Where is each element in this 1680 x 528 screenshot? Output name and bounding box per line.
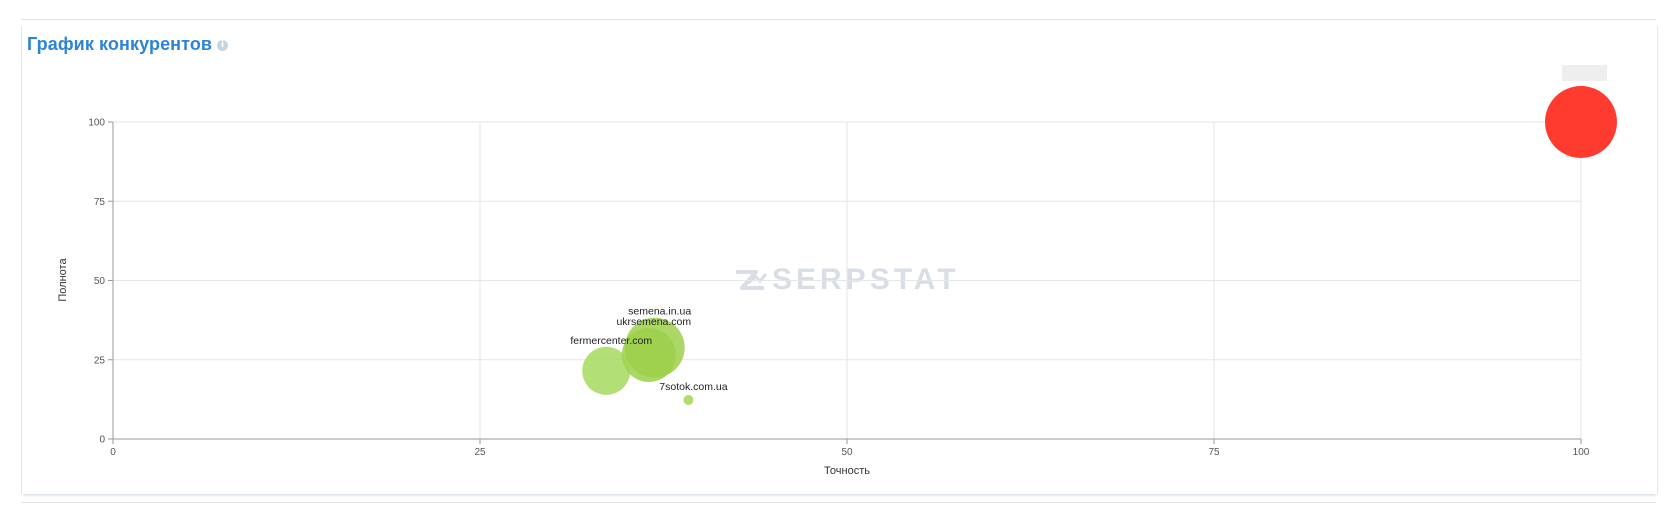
x-tick-label: 50 [841,447,853,458]
y-tick-label: 25 [94,355,106,366]
x-tick-label: 75 [1208,447,1220,458]
bubble-point[interactable] [1545,86,1617,158]
bubble-point[interactable] [624,317,685,378]
panel-title: График конкурентов [27,33,213,54]
bubble-label: fermercenter.com [570,335,652,347]
competitors-chart-panel: График конкурентов i [21,26,1658,494]
x-axis-title: Точность [824,465,870,477]
bottom-divider [21,502,1656,503]
x-tick-label: 25 [474,447,486,458]
bubble-label: ukrsemena.com [616,316,691,328]
y-tick-label: 100 [88,118,105,129]
grid-layer [113,121,1582,439]
panel-header: График конкурентов i [27,31,229,57]
x-tick-label: 100 [1573,447,1590,458]
y-tick-label: 50 [94,276,106,287]
bubble-label: semena.in.ua [628,306,691,318]
legend-placeholder [1562,65,1607,81]
bubble-label: 7sotok.com.ua [659,381,727,393]
y-axis-title: Полнота [57,258,69,302]
serpstat-watermark: SERPSTAT [734,263,960,297]
points-layer [582,86,1617,406]
axes-layer: 0 25 50 75 100 0 25 50 75 100 [88,118,1589,459]
bubble-point[interactable] [582,346,631,395]
bubble-point[interactable] [683,395,694,406]
watermark-text: SERPSTAT [772,263,960,296]
y-tick-label: 75 [94,197,106,208]
y-tick-label: 0 [99,435,105,446]
x-tick-label: 0 [110,447,116,458]
info-icon[interactable]: i [217,40,229,51]
labels-layer: fermercenter.com ukrsemena.comsemena.in.u… [570,306,727,393]
top-divider [21,19,1656,20]
